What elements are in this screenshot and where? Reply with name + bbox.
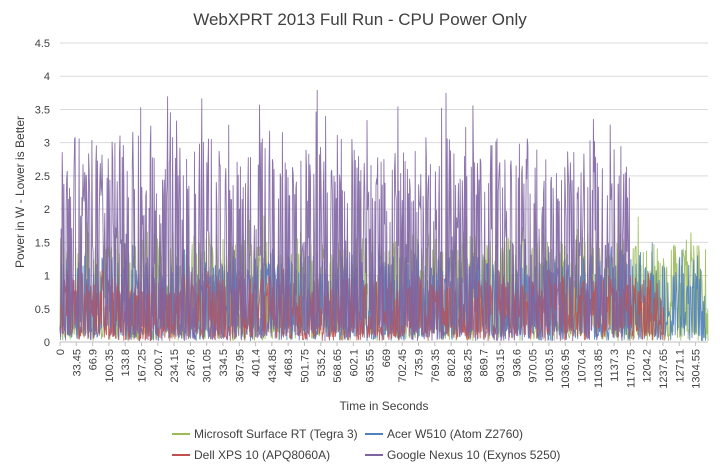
- chart-title: WebXPRT 2013 Full Run - CPU Power Only: [193, 10, 527, 29]
- x-tick-label: 970.05: [528, 349, 540, 383]
- y-tick-label: 0.5: [35, 304, 50, 316]
- x-tick-label: 635.55: [365, 349, 377, 383]
- x-tick-label: 535.2: [316, 349, 328, 377]
- legend: Microsoft Surface RT (Tegra 3) Acer W510 …: [172, 427, 560, 462]
- x-tick-label: 1003.5: [544, 349, 556, 383]
- x-tick-label: 334.5: [218, 349, 230, 377]
- x-tick-label: 1237.65: [658, 349, 670, 389]
- x-tick-label: 1204.2: [642, 349, 654, 383]
- y-tick-label: 2.5: [35, 171, 50, 183]
- y-tick-label: 1: [44, 271, 50, 283]
- legend-label: Google Nexus 10 (Exynos 5250): [387, 448, 560, 462]
- x-tick-label: 1170.75: [625, 349, 637, 388]
- axes: 0 0.5 1 1.5 2 2.5 3 3.5 4 4.5 0 33.45 66.9 100.35 133.…: [35, 38, 708, 389]
- x-tick-label: 200.7: [153, 349, 165, 377]
- x-tick-label: 936.6: [511, 349, 523, 377]
- series-line: [59, 89, 631, 342]
- legend-label: Acer W510 (Atom Z2760): [387, 427, 523, 441]
- x-tick-label: 501.75: [299, 349, 311, 383]
- x-tick-label: 1137.3: [609, 349, 621, 382]
- x-tick-label: 769.35: [430, 349, 442, 383]
- y-tick-label: 2: [44, 204, 50, 216]
- x-tick-label: 100.35: [104, 349, 116, 383]
- x-tick-label: 0: [55, 349, 67, 355]
- legend-label: Dell XPS 10 (APQ8060A): [194, 448, 330, 462]
- x-tick-label: 33.45: [71, 349, 83, 377]
- y-tick-label: 3: [44, 138, 50, 150]
- x-tick-label: 267.6: [185, 349, 197, 377]
- x-tick-label: 234.15: [169, 349, 181, 383]
- series-layer: [59, 89, 709, 342]
- x-tick-label: 1271.1: [674, 349, 686, 383]
- x-tick-label: 669: [381, 349, 393, 367]
- x-tick-label: 468.3: [283, 349, 295, 377]
- x-tick-label: 401.4: [251, 349, 263, 377]
- legend-label: Microsoft Surface RT (Tegra 3): [194, 427, 358, 441]
- x-tick-label: 1103.85: [593, 349, 605, 388]
- x-tick-label: 66.9: [88, 349, 100, 370]
- x-tick-label: 167.25: [136, 349, 148, 383]
- x-tick-label: 735.9: [414, 349, 426, 377]
- y-tick-label: 4.5: [35, 38, 50, 50]
- x-tick-label: 367.95: [234, 349, 246, 383]
- x-tick-label: 802.8: [446, 349, 458, 377]
- y-tick-label: 3.5: [35, 104, 50, 116]
- series-line: [59, 268, 665, 342]
- x-tick-label: 434.85: [267, 349, 279, 383]
- x-tick-label: 836.25: [462, 349, 474, 383]
- x-tick-label: 602.1: [348, 349, 360, 377]
- x-tick-label: 133.8: [120, 349, 132, 377]
- x-tick-label: 869.7: [479, 349, 491, 377]
- y-tick-label: 4: [44, 71, 50, 83]
- x-tick-label: 1304.55: [691, 349, 703, 389]
- x-tick-label: 1070.4: [577, 349, 589, 383]
- x-axis-label: Time in Seconds: [340, 399, 429, 413]
- x-tick-label: 702.45: [397, 349, 409, 383]
- x-tick-label: 568.65: [332, 349, 344, 383]
- x-tick-label: 1036.95: [560, 349, 572, 389]
- x-tick-label: 301.05: [202, 349, 214, 383]
- y-tick-label: 1.5: [35, 237, 50, 249]
- y-axis-label: Power in W - Lower is Better: [13, 116, 27, 268]
- y-tick-label: 0: [44, 337, 50, 349]
- x-tick-label: 903.15: [495, 349, 507, 383]
